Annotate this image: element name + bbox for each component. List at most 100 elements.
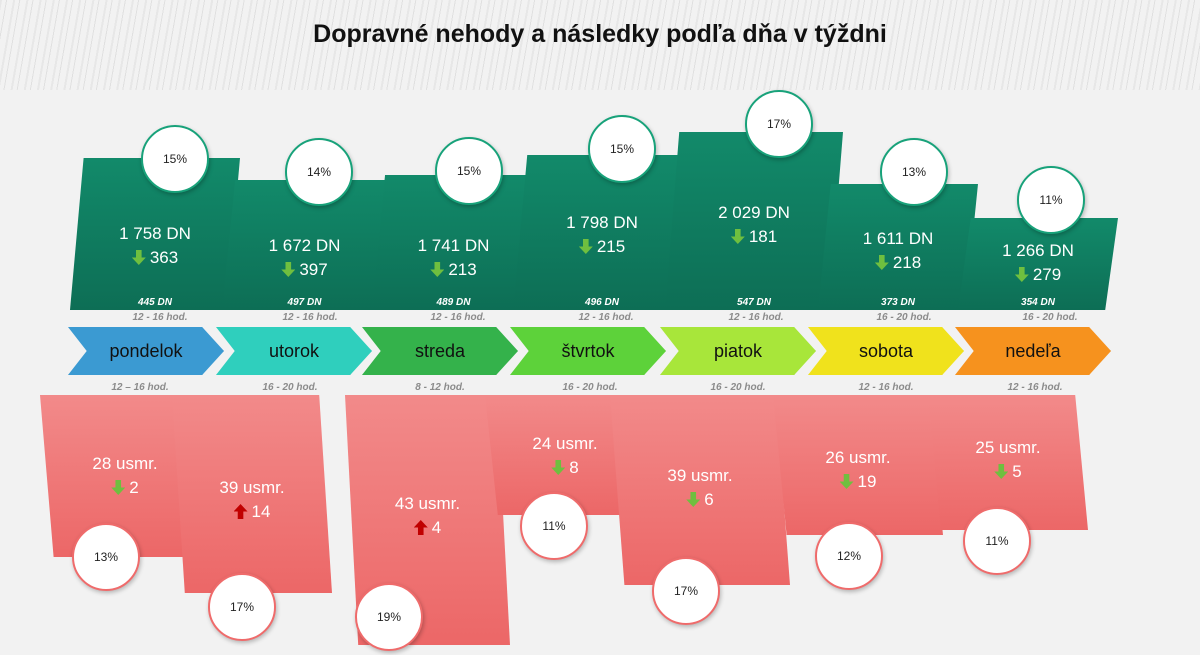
fatalities-peak-time: 12 - 16 hod.: [1007, 382, 1063, 393]
day-chevron-0: pondelok: [68, 327, 224, 375]
accidents-peak-time: 16 - 20 hod.: [876, 312, 932, 323]
fatalities-change-value: 4: [431, 518, 442, 537]
accidents-change: 397: [222, 259, 387, 281]
fatalities-total: 26 usmr.: [825, 448, 891, 467]
accidents-change: 279: [958, 264, 1118, 286]
fatalities-peak-time: 16 - 20 hod.: [710, 382, 766, 393]
fatalities-card: 25 usmr. 5: [928, 395, 1088, 530]
accidents-change-value: 181: [748, 227, 778, 246]
fatalities-peak-time: 12 - 16 hod.: [858, 382, 914, 393]
fatalities-change-value: 6: [704, 490, 714, 509]
accidents-card: 1 798 DN 215 496 DN: [513, 155, 691, 310]
arrow-down-icon: [730, 229, 745, 244]
fatalities-total: 28 usmr.: [92, 454, 158, 473]
arrow-down-icon: [111, 480, 126, 495]
accidents-peak: 373 DN: [881, 297, 915, 308]
accidents-share-circle: 15%: [588, 115, 656, 183]
accidents-change-value: 279: [1032, 265, 1062, 284]
fatalities-change: 5: [928, 461, 1088, 483]
accidents-change-value: 363: [149, 248, 179, 267]
accidents-card: 1 266 DN 279 354 DN: [958, 218, 1118, 310]
accidents-change-value: 213: [448, 260, 477, 279]
arrow-down-icon: [839, 474, 854, 489]
fatalities-change: 2: [40, 477, 210, 499]
accidents-card: 2 029 DN 181 547 DN: [665, 132, 843, 310]
fatalities-peak-time: 16 - 20 hod.: [262, 382, 318, 393]
fatalities-peak-time: 8 - 12 hod.: [415, 382, 465, 393]
arrow-down-icon: [994, 464, 1009, 479]
fatalities-share-circle: 13%: [72, 523, 140, 591]
fatalities-change-value: 14: [251, 502, 271, 521]
day-chevron-5: sobota: [808, 327, 964, 375]
accidents-share-circle: 15%: [435, 137, 503, 205]
arrow-up-icon: [413, 520, 428, 535]
accidents-peak-time: 12 - 16 hod.: [430, 312, 486, 323]
day-chevron-1: utorok: [216, 327, 372, 375]
fatalities-change: 14: [172, 501, 332, 523]
fatalities-change: 6: [610, 489, 790, 511]
accidents-change-value: 397: [299, 260, 328, 279]
fatalities-total: 25 usmr.: [975, 438, 1041, 457]
accidents-total: 1 741 DN: [417, 236, 490, 255]
accidents-change: 218: [818, 252, 978, 274]
accidents-change: 215: [513, 236, 691, 258]
accidents-total: 1 758 DN: [119, 224, 191, 243]
day-chevron-2: streda: [362, 327, 518, 375]
accidents-peak-time: 12 - 16 hod.: [578, 312, 634, 323]
accidents-card: 1 611 DN 218 373 DN: [818, 184, 978, 310]
accidents-share-circle: 17%: [745, 90, 813, 158]
day-chevron-6: nedeľa: [955, 327, 1111, 375]
accidents-peak-time: 12 - 16 hod.: [132, 312, 188, 323]
fatalities-total: 43 usmr.: [394, 494, 461, 513]
accidents-change: 181: [665, 226, 843, 248]
fatalities-share-circle: 11%: [963, 507, 1031, 575]
arrow-down-icon: [131, 250, 146, 265]
arrow-up-icon: [233, 504, 248, 519]
accidents-peak: 445 DN: [138, 297, 172, 308]
arrow-down-icon: [1014, 267, 1029, 282]
fatalities-card: 39 usmr. 6: [610, 395, 790, 585]
arrow-down-icon: [281, 262, 296, 277]
arrow-down-icon: [874, 255, 889, 270]
fatalities-total: 39 usmr.: [667, 466, 733, 485]
fatalities-share-circle: 11%: [520, 492, 588, 560]
fatalities-card: 39 usmr. 14: [172, 395, 332, 593]
accidents-total: 1 798 DN: [566, 213, 638, 232]
accidents-total: 1 266 DN: [1002, 241, 1074, 260]
fatalities-peak-time: 16 - 20 hod.: [562, 382, 618, 393]
accidents-peak: 547 DN: [737, 297, 771, 308]
fatalities-peak-time: 12 – 16 hod.: [111, 382, 169, 393]
fatalities-share-circle: 12%: [815, 522, 883, 590]
accidents-share-circle: 15%: [141, 125, 209, 193]
accidents-peak: 496 DN: [585, 297, 619, 308]
accidents-peak-time: 12 - 16 hod.: [728, 312, 784, 323]
page-title: Dopravné nehody a následky podľa dňa v t…: [313, 20, 887, 48]
fatalities-change-value: 8: [569, 458, 579, 477]
arrow-down-icon: [551, 460, 566, 475]
fatalities-change-value: 5: [1012, 462, 1022, 481]
fatalities-change: 8: [485, 457, 645, 479]
fatalities-change: 19: [773, 471, 943, 493]
accidents-peak-time: 12 - 16 hod.: [282, 312, 338, 323]
accidents-change: 363: [70, 247, 240, 269]
fatalities-change-value: 2: [129, 478, 139, 497]
accidents-total: 1 672 DN: [268, 236, 341, 255]
accidents-peak: 497 DN: [287, 297, 322, 308]
fatalities-share-circle: 19%: [355, 583, 423, 651]
arrow-down-icon: [430, 262, 445, 277]
fatalities-change-value: 19: [857, 472, 877, 491]
arrow-down-icon: [578, 239, 593, 254]
day-chevron-4: piatok: [660, 327, 816, 375]
accidents-share-circle: 11%: [1017, 166, 1085, 234]
day-chevron-3: štvrtok: [510, 327, 666, 375]
accidents-total: 2 029 DN: [718, 203, 790, 222]
accidents-peak: 354 DN: [1021, 297, 1055, 308]
fatalities-total: 24 usmr.: [532, 434, 598, 453]
fatalities-card: 26 usmr. 19: [773, 395, 943, 535]
accidents-share-circle: 13%: [880, 138, 948, 206]
tire-track-texture: [0, 0, 1200, 90]
accidents-change-value: 215: [596, 237, 626, 256]
accidents-peak-time: 16 - 20 hod.: [1022, 312, 1078, 323]
accidents-peak: 489 DN: [436, 297, 471, 308]
fatalities-share-circle: 17%: [208, 573, 276, 641]
